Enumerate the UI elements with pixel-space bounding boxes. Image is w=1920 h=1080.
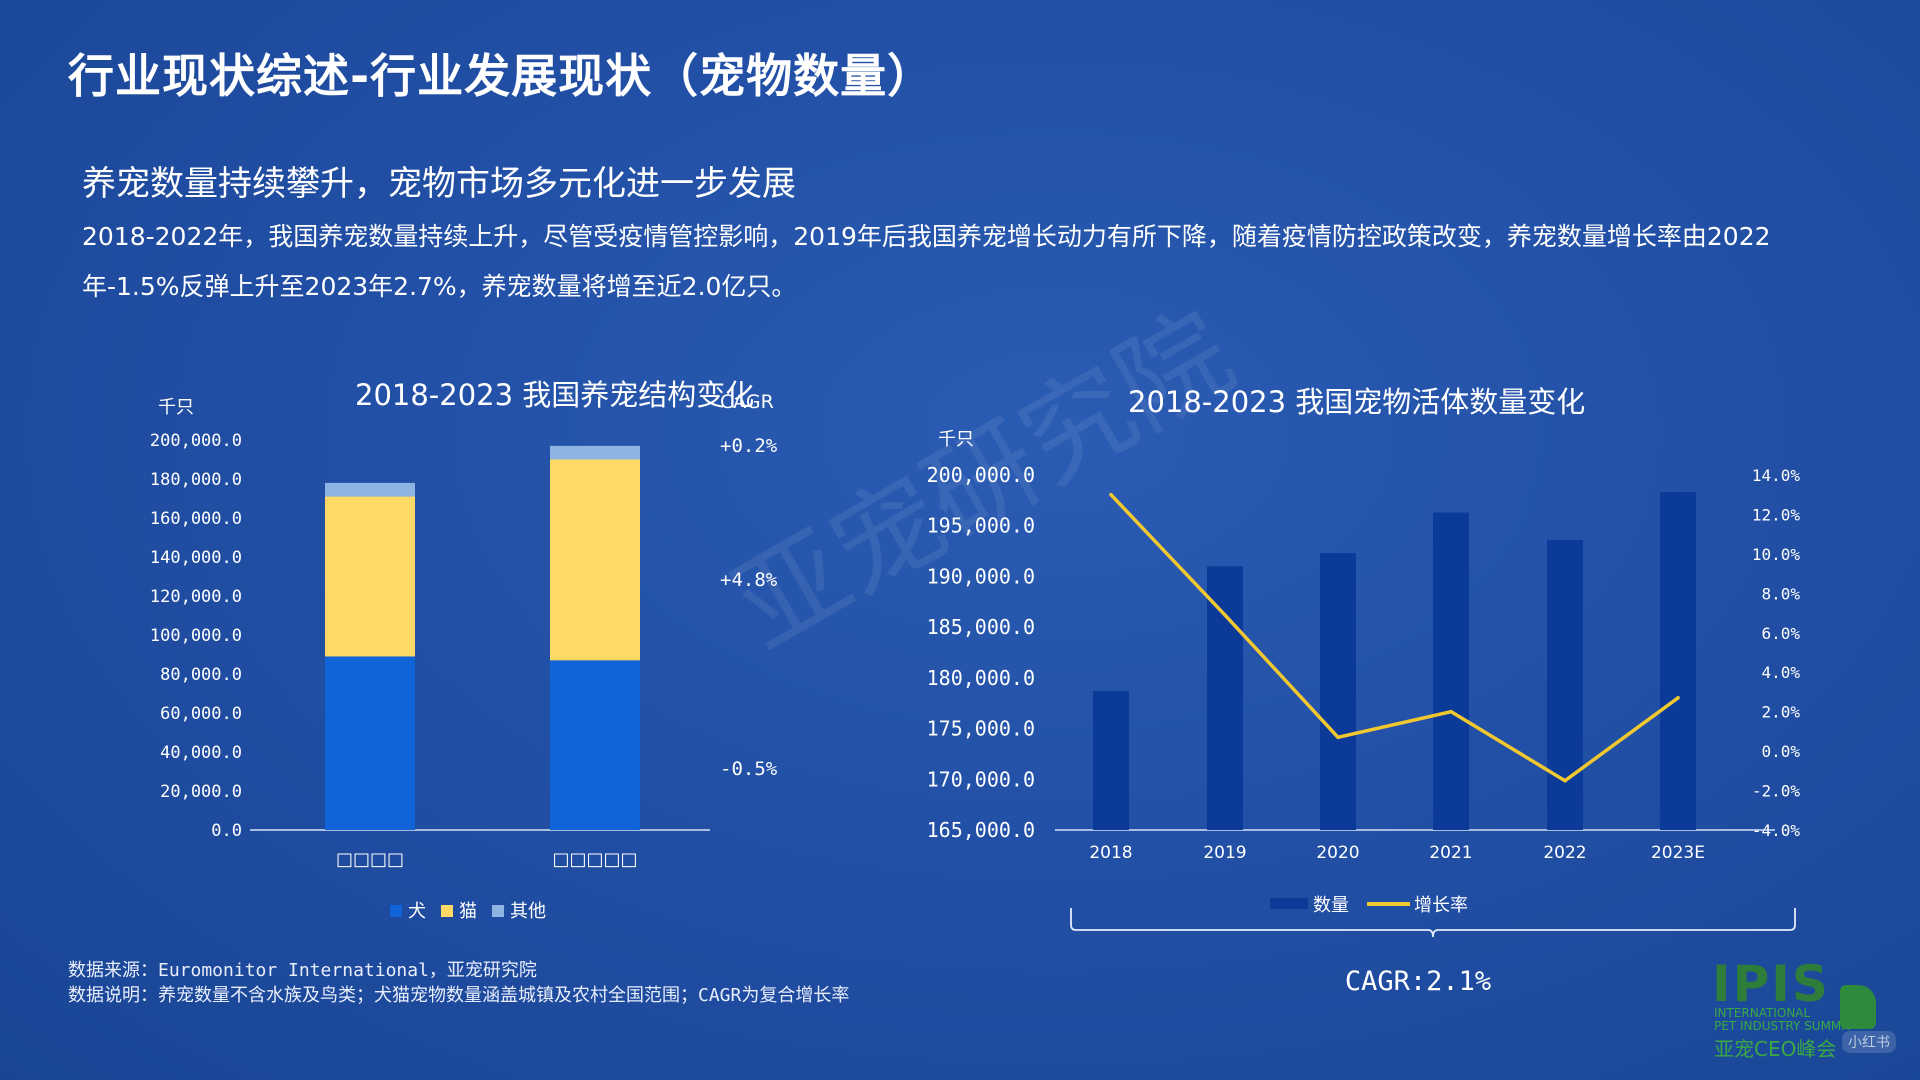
- logo-sub-line-2: PET INDUSTRY SUMMIT: [1714, 1019, 1853, 1033]
- pet-structure-chart: 2018-2023 我国养宠结构变化千只 200,000.0 180,000.0 16…: [120, 360, 820, 940]
- right-y2-tick: 2.0%: [1761, 703, 1800, 722]
- logo-main-text: IPIS: [1712, 955, 1830, 1013]
- logo-cn-text: 亚宠CEO峰会: [1714, 1037, 1837, 1061]
- growth-rate-point: [1563, 778, 1567, 783]
- right-y-tick: 185,000.0: [927, 615, 1035, 639]
- right-y2-tick: 14.0%: [1752, 466, 1801, 485]
- logo-sub-line-1: INTERNATIONAL: [1714, 1006, 1811, 1020]
- source-note-line: 数据说明：养宠数量不含水族及鸟类；犬猫宠物数量涵盖城镇及农村全国范围；CAGR为…: [68, 985, 850, 1006]
- left-legend-label: 猫: [459, 901, 477, 922]
- right-cagr-label: CAGR:2.1%: [1345, 966, 1491, 997]
- subtitle: 养宠数量持续攀升，宠物市场多元化进一步发展: [82, 164, 796, 204]
- growth-rate-point: [1449, 709, 1453, 714]
- growth-rate-point: [1336, 735, 1340, 740]
- logo-badge-icon: [1840, 985, 1876, 1029]
- left-bar-1-1: [550, 459, 640, 661]
- left-legend-swatch: [492, 905, 504, 917]
- left-y-tick: 120,000.0: [150, 587, 242, 607]
- left-y-tick: 140,000.0: [150, 548, 242, 568]
- left-bar-2-1: [550, 445, 640, 460]
- left-x-tick: □□□□: [336, 849, 404, 870]
- left-bar-2-0: [325, 482, 415, 497]
- right-y-tick: 195,000.0: [927, 514, 1035, 538]
- source-line: 数据来源：Euromonitor International，亚宠研究院: [68, 960, 537, 981]
- right-legend-label: 数量: [1313, 895, 1349, 916]
- right-x-tick: 2019: [1203, 843, 1246, 863]
- left-y-tick: 20,000.0: [160, 782, 242, 802]
- xiaohongshu-tag: 小红书: [1842, 1031, 1896, 1053]
- left-y-tick: 40,000.0: [160, 743, 242, 763]
- right-bar: [1320, 553, 1356, 830]
- right-y2-tick: 8.0%: [1761, 584, 1800, 603]
- cagr-title: CAGR: [720, 391, 774, 413]
- cagr-label: +0.2%: [720, 435, 778, 457]
- left-bar-1-0: [325, 496, 415, 657]
- right-x-tick: 2021: [1429, 843, 1472, 863]
- right-bar: [1547, 539, 1583, 830]
- right-y2-tick: 4.0%: [1761, 663, 1800, 682]
- right-chart-title: 2018-2023 我国宠物活体数量变化: [1128, 385, 1585, 419]
- right-y-tick: 190,000.0: [927, 564, 1035, 588]
- right-y-tick: 175,000.0: [927, 717, 1035, 741]
- left-y-tick: 0.0: [211, 821, 242, 841]
- left-legend-label: 犬: [408, 901, 426, 922]
- right-y-tick: 180,000.0: [927, 666, 1035, 690]
- right-bar: [1207, 566, 1243, 830]
- left-bar-0-1: [550, 660, 640, 830]
- right-y2-tick: -4.0%: [1752, 821, 1801, 840]
- right-y2-tick: 10.0%: [1752, 545, 1801, 564]
- right-x-tick: 2018: [1089, 843, 1132, 863]
- left-chart-title: 2018-2023 我国养宠结构变化: [355, 378, 754, 412]
- left-y-tick: 80,000.0: [160, 665, 242, 685]
- description: 2018-2022年，我国养宠数量持续上升，尽管受疫情管控影响，2019年后我国…: [82, 222, 1771, 301]
- left-legend-label: 其他: [510, 901, 546, 922]
- left-y-tick: 60,000.0: [160, 704, 242, 724]
- right-y-tick: 165,000.0: [927, 818, 1035, 842]
- right-bar: [1433, 512, 1469, 830]
- right-y-tick: 200,000.0: [927, 463, 1035, 487]
- right-y2-tick: -2.0%: [1752, 782, 1801, 801]
- right-x-tick: 2020: [1316, 843, 1359, 863]
- growth-rate-point: [1109, 492, 1113, 497]
- right-y-unit: 千只: [938, 429, 974, 450]
- right-y-tick: 170,000.0: [927, 767, 1035, 791]
- right-bar: [1093, 691, 1129, 830]
- ipis-logo: IPIS INTERNATIONAL PET INDUSTRY SUMMIT 亚…: [1712, 955, 1912, 1065]
- left-y-unit: 千只: [158, 397, 194, 418]
- left-x-tick: □□□□□: [552, 849, 637, 870]
- growth-rate-point: [1676, 696, 1680, 700]
- right-y2-tick: 6.0%: [1761, 624, 1800, 643]
- right-x-tick: 2022: [1543, 843, 1586, 863]
- left-y-tick: 200,000.0: [150, 431, 242, 451]
- cagr-label: -0.5%: [720, 758, 778, 780]
- left-y-tick: 180,000.0: [150, 470, 242, 490]
- right-x-tick: 2023E: [1651, 843, 1705, 863]
- right-y2-tick: 12.0%: [1752, 505, 1801, 524]
- cagr-label: +4.8%: [720, 569, 778, 591]
- left-bar-0-0: [325, 656, 415, 830]
- right-bar: [1660, 492, 1696, 830]
- cagr-brace: [1070, 908, 1796, 938]
- left-y-tick: 160,000.0: [150, 509, 242, 529]
- slide-title: 行业现状综述-行业发展现状（宠物数量）: [68, 49, 935, 103]
- growth-rate-line: [1109, 493, 1680, 783]
- right-legend-label: 增长率: [1414, 895, 1468, 916]
- pet-count-chart: 2018-2023 我国宠物活体数量变化千只 200,000.0 195,000.0…: [900, 360, 1830, 1020]
- right-legend-swatch-bar: [1270, 898, 1308, 909]
- logo-subtitle: INTERNATIONAL PET INDUSTRY SUMMIT: [1714, 1007, 1852, 1033]
- left-y-tick: 100,000.0: [150, 626, 242, 646]
- left-legend-swatch: [441, 905, 453, 917]
- growth-rate-point: [1223, 613, 1227, 617]
- right-y2-tick: 0.0%: [1761, 742, 1800, 761]
- left-legend-swatch: [390, 905, 402, 917]
- data-source: 数据来源：Euromonitor International，亚宠研究院 数据说…: [68, 958, 849, 1008]
